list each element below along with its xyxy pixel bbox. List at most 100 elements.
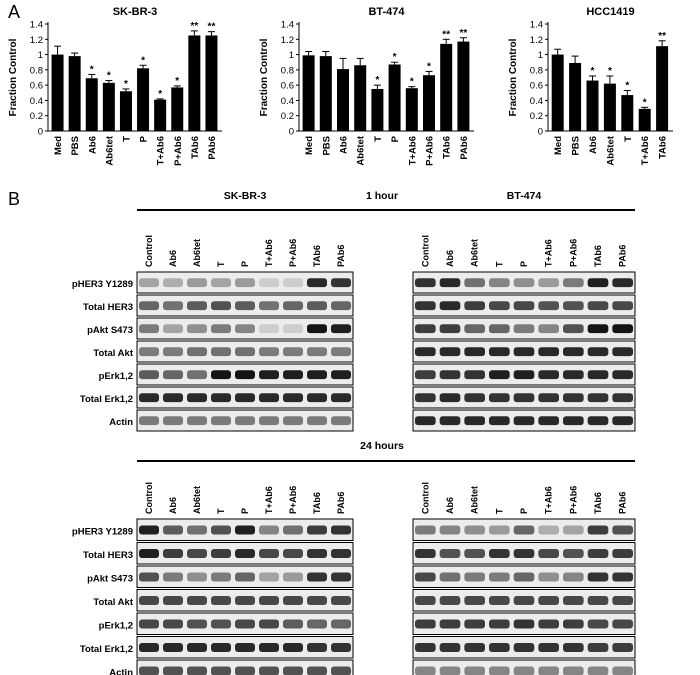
band — [587, 416, 609, 426]
lane-label: T — [216, 508, 226, 514]
band — [331, 324, 351, 334]
band — [563, 572, 584, 582]
blot-0-1: Control Ab6 Ab6tet T P T+Ab6 P+Ab6 TAb6 PAb6 — [412, 235, 636, 432]
band — [307, 416, 327, 426]
band — [612, 525, 633, 535]
band — [307, 324, 327, 334]
lane-label: TAb6 — [312, 492, 322, 514]
bar — [188, 35, 201, 131]
y-tick-label: 0.6 — [530, 81, 543, 92]
y-tick-label: 0.4 — [281, 96, 294, 107]
band — [563, 347, 584, 357]
band — [139, 666, 159, 675]
band — [139, 548, 159, 558]
bar — [319, 56, 332, 131]
band — [612, 619, 633, 629]
band — [259, 595, 279, 605]
band — [331, 301, 351, 311]
band — [464, 370, 485, 380]
category-label: T+Ab6 — [407, 136, 418, 165]
band — [513, 666, 535, 675]
y-tick-label: 0.8 — [281, 65, 294, 76]
band — [513, 572, 535, 582]
category-label: PBS — [571, 136, 582, 156]
bar — [68, 56, 81, 131]
band — [187, 666, 207, 675]
band — [259, 416, 279, 426]
bar — [440, 43, 453, 131]
band — [489, 642, 510, 652]
lane-label: T+Ab6 — [544, 486, 554, 514]
band — [259, 301, 279, 311]
row-label: Total HER3 — [83, 550, 133, 561]
band — [489, 525, 510, 535]
band — [587, 278, 609, 288]
lane-label: P+Ab6 — [568, 486, 578, 514]
significance-mark: ** — [460, 28, 468, 39]
band — [307, 595, 327, 605]
band — [331, 642, 351, 652]
lane-label: P — [240, 261, 250, 267]
band — [587, 393, 609, 403]
band — [139, 324, 159, 334]
band — [587, 370, 609, 380]
band — [513, 595, 535, 605]
lane-label: Ab6 — [445, 250, 455, 267]
y-tick-label: 0.2 — [281, 111, 294, 122]
blot-0-0: Control Ab6 Ab6tet T P T+Ab6 P+Ab6 TAb6 PAb6 — [136, 235, 354, 432]
row-label: pHER3 Y1289 — [72, 526, 133, 537]
y-tick-label: 0.6 — [30, 81, 43, 92]
bar — [51, 54, 64, 132]
significance-mark: ** — [208, 22, 216, 33]
cell-line-label: SK-BR-3 — [224, 190, 267, 202]
band — [211, 525, 231, 535]
category-label: P+Ab6 — [173, 136, 184, 166]
band — [163, 370, 183, 380]
band — [307, 393, 327, 403]
band — [211, 370, 231, 380]
band — [439, 416, 461, 426]
band — [464, 666, 485, 675]
band — [259, 525, 279, 535]
bar — [586, 80, 599, 131]
row-label: Total Akt — [93, 348, 133, 359]
y-tick-label: 0 — [289, 127, 294, 138]
band — [612, 370, 633, 380]
band — [211, 347, 231, 357]
bar — [423, 75, 435, 131]
band — [415, 619, 436, 629]
band — [489, 393, 510, 403]
y-axis-label: Fraction Control — [259, 38, 270, 116]
band — [163, 525, 183, 535]
y-tick-label: 0.8 — [30, 65, 43, 76]
band — [464, 548, 485, 558]
category-label: PBS — [70, 136, 81, 156]
y-tick-label: 0.2 — [530, 111, 543, 122]
band — [187, 324, 207, 334]
band — [211, 595, 231, 605]
band — [415, 278, 436, 288]
band — [513, 278, 535, 288]
band — [139, 416, 159, 426]
band — [415, 666, 436, 675]
western-blots: 1 hour SK-BR-3 BT-474 pHER3 Y1289 Total HER3… — [72, 190, 636, 675]
band — [283, 642, 303, 652]
band — [307, 525, 327, 535]
band — [415, 393, 436, 403]
band — [563, 370, 584, 380]
band — [163, 416, 183, 426]
bar — [171, 87, 184, 131]
band — [415, 416, 436, 426]
band — [415, 347, 436, 357]
band — [235, 370, 255, 380]
band — [464, 324, 485, 334]
condition-label: 24 hours — [360, 440, 404, 452]
band — [283, 370, 303, 380]
band — [513, 416, 535, 426]
band — [489, 370, 510, 380]
band — [415, 548, 436, 558]
y-tick-label: 1.4 — [530, 20, 543, 31]
significance-mark: * — [393, 52, 397, 63]
significance-mark: * — [410, 77, 414, 88]
significance-mark: * — [90, 64, 94, 75]
